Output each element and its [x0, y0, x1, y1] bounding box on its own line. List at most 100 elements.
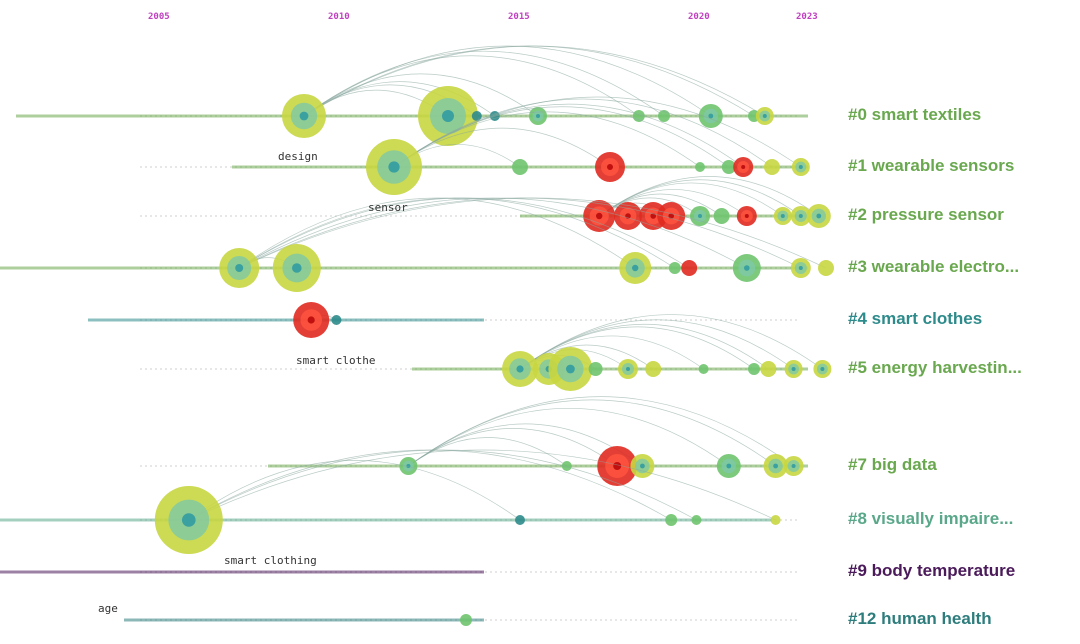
cluster-label: #5 energy harvestin... — [848, 358, 1022, 377]
citation-node — [698, 364, 709, 374]
citation-arc — [598, 189, 748, 217]
keyword-label: design — [278, 150, 318, 163]
citation-node — [561, 461, 572, 471]
citation-node — [331, 315, 342, 325]
cluster-label: #0 smart textiles — [848, 105, 982, 124]
citation-arc — [239, 197, 827, 269]
citation-node-core — [798, 214, 803, 218]
citation-node-core — [632, 264, 639, 272]
citation-node-core — [607, 164, 613, 170]
citation-node — [770, 515, 781, 525]
citation-node — [695, 162, 705, 172]
citation-node — [713, 208, 730, 224]
citation-node-core — [566, 364, 575, 374]
citation-node-core — [726, 463, 732, 469]
citation-arc — [239, 197, 801, 269]
citation-node — [512, 159, 528, 175]
cluster-label: #7 big data — [848, 455, 937, 474]
citation-node — [645, 361, 662, 377]
citation-node-core — [613, 462, 622, 470]
citation-node-core — [798, 165, 803, 169]
citation-node — [658, 110, 670, 122]
citation-node-core — [235, 264, 244, 272]
citation-node — [691, 515, 702, 525]
citation-arc — [408, 407, 730, 467]
citation-node-core — [791, 367, 796, 371]
year-label: 2010 — [328, 12, 350, 22]
cluster-label: #8 visually impaire... — [848, 509, 1014, 528]
citation-node-core — [182, 513, 196, 527]
citation-node-core — [640, 463, 645, 469]
keyword-label: sensor — [368, 201, 408, 214]
cluster-label: #1 wearable sensors — [848, 156, 1015, 175]
citation-arc — [188, 449, 776, 521]
citation-node — [721, 160, 736, 174]
citation-node-core — [650, 213, 656, 219]
citation-arc — [188, 449, 697, 521]
citation-node-core — [798, 266, 803, 270]
citation-node — [515, 515, 525, 525]
cluster-label: #2 pressure sensor — [848, 205, 1004, 224]
citation-node-core — [708, 113, 714, 119]
citation-node — [460, 614, 472, 626]
citation-arc — [238, 197, 636, 269]
year-label: 2023 — [796, 12, 818, 22]
keyword-label: smart clothe — [296, 354, 376, 367]
citation-node — [818, 260, 834, 276]
citation-node-core — [388, 161, 400, 173]
citation-node-core — [791, 464, 796, 468]
citation-node-core — [442, 110, 454, 122]
citation-node — [760, 361, 777, 377]
cluster-label: #9 body temperature — [848, 561, 1016, 580]
year-label: 2020 — [688, 12, 710, 22]
citation-node-core — [741, 165, 746, 169]
citation-node — [588, 362, 603, 376]
citation-arc — [519, 314, 823, 370]
citation-node-core — [516, 365, 524, 373]
citation-node — [748, 363, 760, 375]
keyword-label: smart clothing — [224, 554, 317, 567]
citation-arc — [408, 396, 794, 467]
citation-arc — [303, 45, 765, 117]
citation-node — [668, 262, 681, 274]
citation-node-core — [744, 265, 750, 271]
keyword-label: age — [98, 602, 118, 615]
citation-node-core — [780, 214, 785, 218]
citation-arc — [393, 98, 773, 168]
citation-node-core — [762, 114, 767, 118]
cluster-label: #12 human health — [848, 609, 992, 628]
citation-arc — [303, 50, 665, 117]
year-label: 2005 — [148, 12, 170, 22]
citation-node-core — [307, 316, 315, 324]
citation-arc — [239, 197, 690, 269]
citation-node — [681, 260, 698, 276]
citation-node-core — [698, 214, 702, 218]
citation-node-core — [744, 214, 749, 218]
citation-node-core — [820, 367, 825, 371]
citation-node-core — [668, 213, 674, 219]
citation-node-core — [292, 263, 302, 273]
citation-node-core — [773, 463, 778, 469]
citation-node-core — [626, 367, 630, 371]
citation-arc — [188, 460, 521, 521]
citation-arc — [408, 437, 568, 467]
citation-arc — [393, 96, 801, 168]
cluster-label: #3 wearable electro... — [848, 257, 1020, 276]
citation-node — [471, 111, 482, 121]
citation-node-core — [816, 213, 822, 219]
citation-node-core — [299, 111, 309, 121]
citation-node-core — [536, 114, 540, 118]
citation-node — [764, 159, 780, 175]
year-label: 2015 — [508, 12, 530, 22]
citation-arc — [598, 176, 820, 217]
citation-node — [665, 514, 678, 526]
citation-arc — [303, 45, 711, 117]
citation-arc — [519, 319, 794, 370]
cluster-label: #4 smart clothes — [848, 309, 983, 328]
citation-arc — [239, 197, 747, 269]
citation-arc — [408, 428, 618, 467]
citation-arc — [519, 344, 654, 370]
citation-node — [632, 110, 645, 122]
